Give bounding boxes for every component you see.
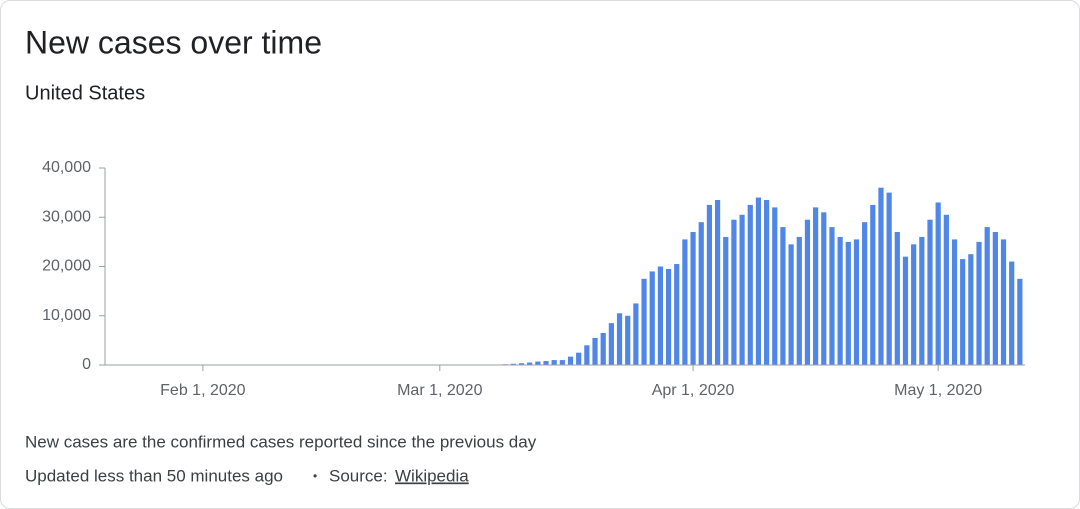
bar: [535, 361, 541, 365]
bar: [1017, 278, 1023, 365]
bar: [698, 222, 704, 365]
bar: [772, 207, 778, 365]
y-tick-label: 40,000: [42, 159, 91, 176]
bar: [845, 241, 851, 365]
bar: [592, 337, 598, 365]
bar: [731, 219, 737, 365]
bar: [894, 232, 900, 365]
bar: [870, 204, 876, 365]
bar: [518, 363, 525, 365]
bar: [706, 204, 713, 365]
bar: [723, 236, 729, 365]
bar: [927, 219, 933, 365]
bar: [527, 362, 533, 365]
bar: [559, 360, 565, 365]
y-tick-label: 10,000: [42, 307, 91, 324]
bar: [829, 227, 835, 365]
x-tick-label: May 1, 2020: [894, 382, 982, 399]
bar: [951, 239, 958, 365]
y-tick-label: 0: [82, 356, 91, 373]
bar: [1000, 239, 1007, 365]
bar: [641, 278, 647, 365]
bar: [935, 202, 941, 365]
bar: [976, 241, 982, 365]
bar: [567, 356, 574, 365]
bar: [968, 254, 974, 365]
chart-subtitle: United States: [25, 82, 145, 104]
bar: [633, 303, 639, 365]
bar: [902, 256, 909, 365]
bar: [853, 239, 860, 365]
bar: [739, 214, 745, 365]
bar: [543, 361, 549, 365]
x-tick-label: Mar 1, 2020: [397, 382, 482, 399]
bar: [584, 345, 590, 365]
footnote: New cases are the confirmed cases report…: [25, 432, 537, 451]
bar: [608, 323, 614, 365]
bar: [551, 360, 557, 365]
bar: [510, 363, 516, 365]
bar: [674, 264, 680, 365]
bar: [984, 227, 990, 365]
bar: [616, 313, 623, 365]
bar: [665, 268, 672, 365]
bar: [780, 227, 786, 365]
bar: [714, 200, 721, 365]
bar: [960, 259, 966, 365]
bar: [600, 332, 606, 365]
bar: [682, 239, 688, 365]
bar: [649, 271, 655, 365]
bar: [992, 232, 998, 365]
y-tick-label: 30,000: [42, 208, 91, 225]
x-tick-label: Feb 1, 2020: [160, 382, 246, 399]
bar: [919, 236, 925, 365]
chart-title: New cases over time: [25, 24, 322, 60]
bar: [657, 266, 663, 365]
bar: [690, 232, 696, 365]
bar: [862, 222, 868, 365]
bar: [625, 315, 631, 365]
bar: [813, 207, 819, 365]
bar: [878, 187, 884, 365]
bar: [943, 214, 949, 365]
source-link[interactable]: Wikipedia: [395, 466, 469, 485]
source-label: Source:: [329, 466, 388, 485]
bar: [796, 236, 802, 365]
updated: Updated less than 50 minutes ago: [25, 466, 283, 485]
bar: [804, 219, 811, 365]
bar: [755, 197, 762, 365]
separator: •: [313, 469, 317, 483]
bar: [821, 212, 827, 365]
bar: [576, 352, 582, 365]
x-tick-label: Apr 1, 2020: [652, 382, 735, 399]
bar: [764, 200, 770, 365]
bar: [747, 204, 753, 365]
bar: [911, 244, 917, 365]
bar: [886, 192, 892, 365]
y-tick-label: 20,000: [42, 258, 91, 275]
bar: [1009, 261, 1015, 365]
bar: [788, 244, 794, 365]
bar: [837, 236, 843, 365]
